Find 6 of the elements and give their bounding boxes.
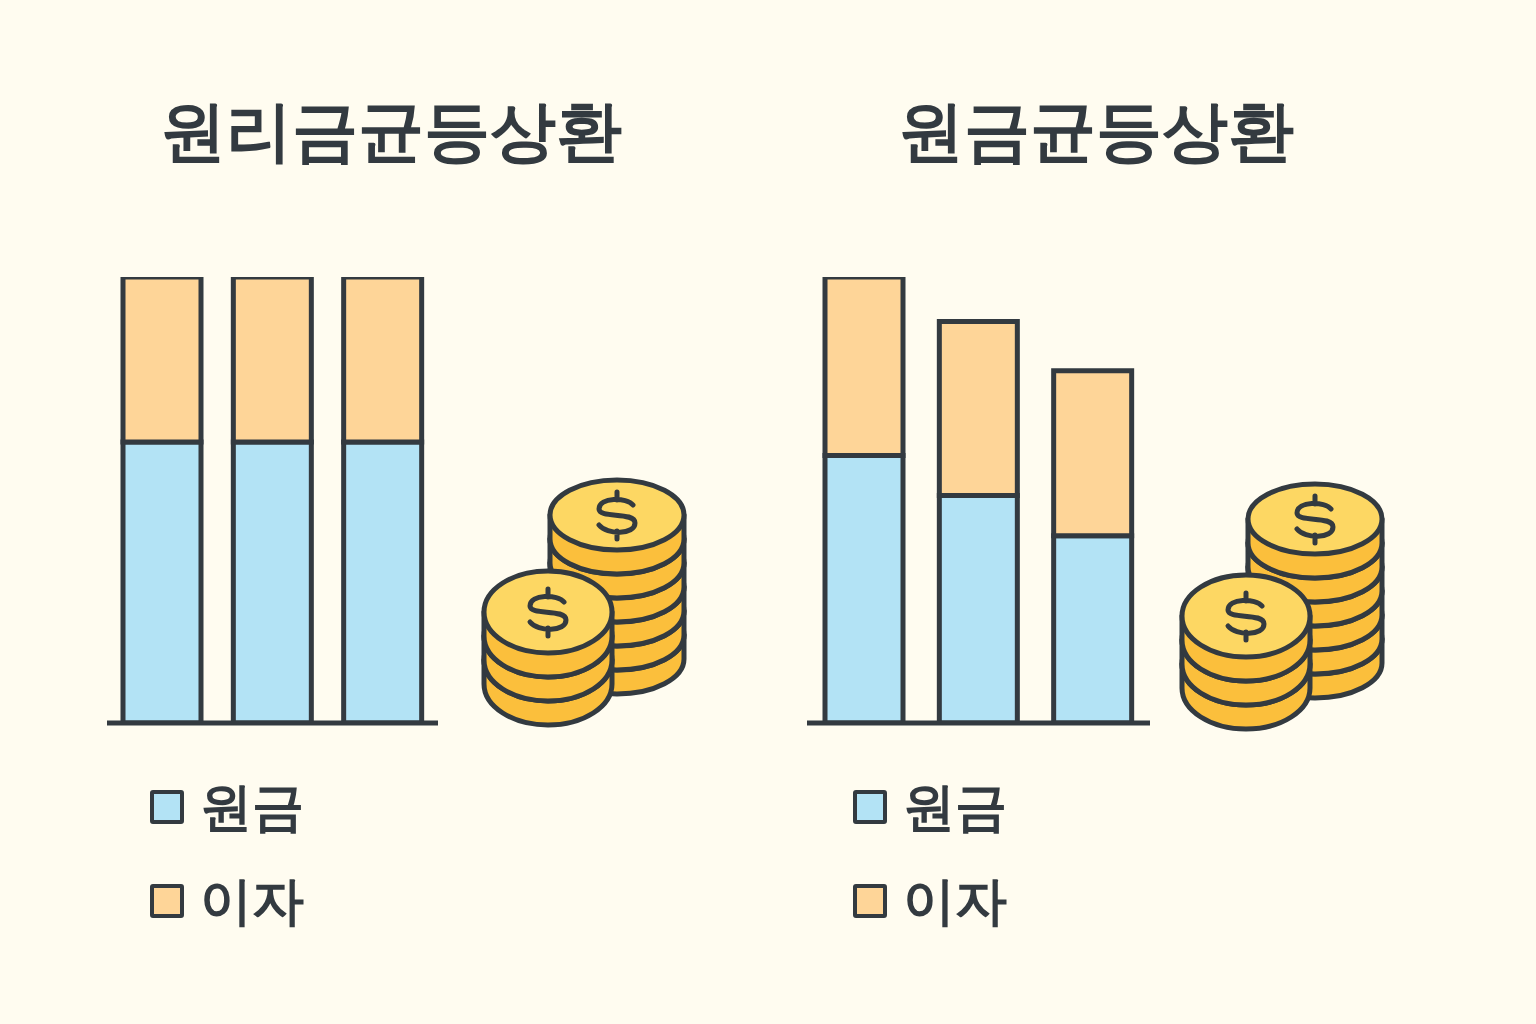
legend-label: 원금 <box>200 776 304 839</box>
legend-label: 이자 <box>903 870 1007 933</box>
chart-title: 원금균등상환 <box>897 92 1295 172</box>
legend-label: 이자 <box>200 870 304 933</box>
legend-label: 원금 <box>903 776 1007 839</box>
chart-title: 원리금균등상환 <box>159 92 623 172</box>
